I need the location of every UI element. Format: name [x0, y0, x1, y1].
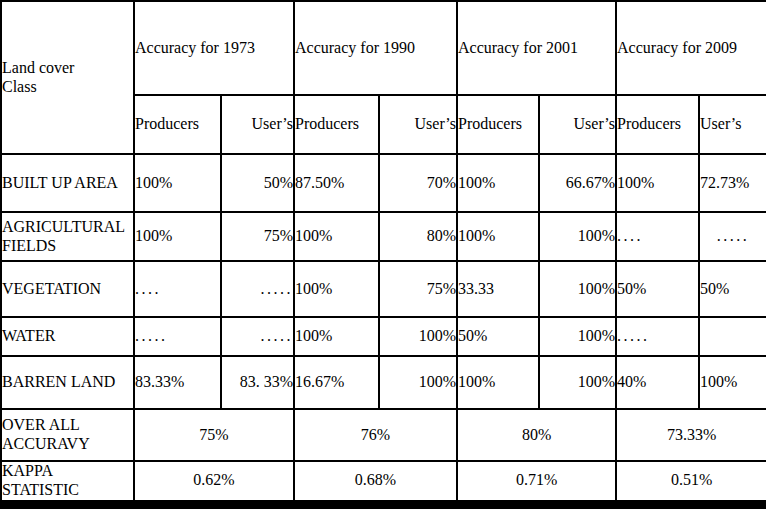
cell-built-up-area-2001-producers: 100% — [457, 154, 539, 212]
cell-built-up-area-1973-users: 50% — [221, 154, 294, 212]
cell-agricultural-fields-1973-users: 75% — [221, 212, 294, 261]
header-row-years: Land cover Class Accuracy for 1973 Accur… — [1, 1, 766, 95]
cell-agricultural-fields-1990-producers: 100% — [294, 212, 379, 261]
cell-built-up-area-1990-producers: 87.50% — [294, 154, 379, 212]
subheader-1973-users: User’s — [221, 95, 294, 154]
cell-kappa-statistic-1973: 0.62% — [134, 461, 294, 504]
cell-kappa-statistic-2009: 0.51% — [616, 461, 766, 504]
row-label-line: BARREN LAND — [2, 373, 115, 390]
cell-barren-land-1990-users: 100% — [379, 356, 457, 409]
cell-vegetation-1973-users: ..... — [221, 261, 294, 317]
cell-vegetation-2001-producers: 33.33 — [457, 261, 539, 317]
subheader-1990-users: User’s — [379, 95, 457, 154]
cell-vegetation-1973-producers: .... — [134, 261, 221, 317]
cell-water-1990-producers: 100% — [294, 317, 379, 356]
cell-barren-land-1973-producers: 83.33% — [134, 356, 221, 409]
row-label-line: WATER — [2, 327, 55, 344]
cell-built-up-area-2001-users: 66.67% — [539, 154, 616, 212]
row-label-kappa-statistic: KAPPA STATISTIC — [1, 461, 134, 504]
row-label-line: VEGETATION — [2, 280, 101, 297]
row-label-built-up-area: BUILT UP AREA — [1, 154, 134, 212]
row-label-vegetation: VEGETATION — [1, 261, 134, 317]
cell-barren-land-1990-producers: 16.67% — [294, 356, 379, 409]
cell-vegetation-1990-users: 75% — [379, 261, 457, 317]
cell-vegetation-2009-producers: 50% — [616, 261, 699, 317]
cell-kappa-statistic-1990: 0.68% — [294, 461, 457, 504]
cell-overall-accuracy-1990: 76% — [294, 409, 457, 461]
cell-water-2001-producers: 50% — [457, 317, 539, 356]
cell-kappa-statistic-2001: 0.71% — [457, 461, 616, 504]
corner-header-land-cover-class: Land cover Class — [1, 1, 134, 154]
row-label-line: STATISTIC — [2, 481, 79, 498]
corner-header-line2: Class — [2, 78, 37, 95]
cell-agricultural-fields-2001-users: 100% — [539, 212, 616, 261]
cell-barren-land-2001-users: 100% — [539, 356, 616, 409]
cell-agricultural-fields-1973-producers: 100% — [134, 212, 221, 261]
summary-row-kappa-statistic: KAPPA STATISTIC 0.62% 0.68% 0.71% 0.51% — [1, 461, 766, 504]
cell-barren-land-2009-producers: 40% — [616, 356, 699, 409]
data-row-vegetation: VEGETATION .... ..... 100% 75% 33.33 100… — [1, 261, 766, 317]
document-page: Land cover Class Accuracy for 1973 Accur… — [0, 0, 766, 514]
cell-water-2009-users — [699, 317, 766, 356]
cell-water-2001-users: 100% — [539, 317, 616, 356]
cell-agricultural-fields-2001-producers: 100% — [457, 212, 539, 261]
cell-water-1973-producers: ..... — [134, 317, 221, 356]
subheader-2009-users: User’s — [699, 95, 766, 154]
cell-barren-land-1973-users: 83. 33% — [221, 356, 294, 409]
row-label-line: ACCURAVY — [2, 435, 90, 452]
cell-barren-land-2001-producers: 100% — [457, 356, 539, 409]
cell-agricultural-fields-1990-users: 80% — [379, 212, 457, 261]
cell-vegetation-2009-users: 50% — [699, 261, 766, 317]
corner-header-line1: Land cover — [2, 59, 74, 76]
cell-built-up-area-1990-users: 70% — [379, 154, 457, 212]
data-row-built-up-area: BUILT UP AREA 100% 50% 87.50% 70% 100% 6… — [1, 154, 766, 212]
row-label-overall-accuracy: OVER ALL ACCURAVY — [1, 409, 134, 461]
cell-built-up-area-1973-producers: 100% — [134, 154, 221, 212]
subheader-2001-producers: Producers — [457, 95, 539, 154]
row-label-line: FIELDS — [2, 237, 56, 254]
data-row-agricultural-fields: AGRICULTURAL FIELDS 100% 75% 100% 80% 10… — [1, 212, 766, 261]
row-label-barren-land: BARREN LAND — [1, 356, 134, 409]
cell-water-1990-users: 100% — [379, 317, 457, 356]
row-label-line: OVER ALL — [2, 416, 80, 433]
cell-agricultural-fields-2009-users: ..... — [699, 212, 766, 261]
cell-water-2009-producers: ..... — [616, 317, 699, 356]
cell-vegetation-1990-producers: 100% — [294, 261, 379, 317]
year-header-1990: Accuracy for 1990 — [294, 1, 457, 95]
row-label-water: WATER — [1, 317, 134, 356]
row-label-agricultural-fields: AGRICULTURAL FIELDS — [1, 212, 134, 261]
cell-overall-accuracy-1973: 75% — [134, 409, 294, 461]
accuracy-table: Land cover Class Accuracy for 1973 Accur… — [0, 0, 766, 509]
cell-barren-land-2009-users: 100% — [699, 356, 766, 409]
row-label-line: KAPPA — [2, 462, 53, 479]
subheader-2001-users: User’s — [539, 95, 616, 154]
year-header-1973: Accuracy for 1973 — [134, 1, 294, 95]
row-label-line: AGRICULTURAL — [2, 218, 125, 235]
subheader-2009-producers: Producers — [616, 95, 699, 154]
year-header-2009: Accuracy for 2009 — [616, 1, 766, 95]
year-header-2001: Accuracy for 2001 — [457, 1, 616, 95]
cell-water-1973-users: ..... — [221, 317, 294, 356]
data-row-barren-land: BARREN LAND 83.33% 83. 33% 16.67% 100% 1… — [1, 356, 766, 409]
cell-overall-accuracy-2009: 73.33% — [616, 409, 766, 461]
data-row-water: WATER ..... ..... 100% 100% 50% 100% ...… — [1, 317, 766, 356]
row-label-line: BUILT UP AREA — [2, 174, 118, 191]
cell-built-up-area-2009-users: 72.73% — [699, 154, 766, 212]
cell-vegetation-2001-users: 100% — [539, 261, 616, 317]
cell-overall-accuracy-2001: 80% — [457, 409, 616, 461]
subheader-1973-producers: Producers — [134, 95, 221, 154]
cell-built-up-area-2009-producers: 100% — [616, 154, 699, 212]
cell-agricultural-fields-2009-producers: .... — [616, 212, 699, 261]
summary-row-overall-accuracy: OVER ALL ACCURAVY 75% 76% 80% 73.33% — [1, 409, 766, 461]
subheader-1990-producers: Producers — [294, 95, 379, 154]
